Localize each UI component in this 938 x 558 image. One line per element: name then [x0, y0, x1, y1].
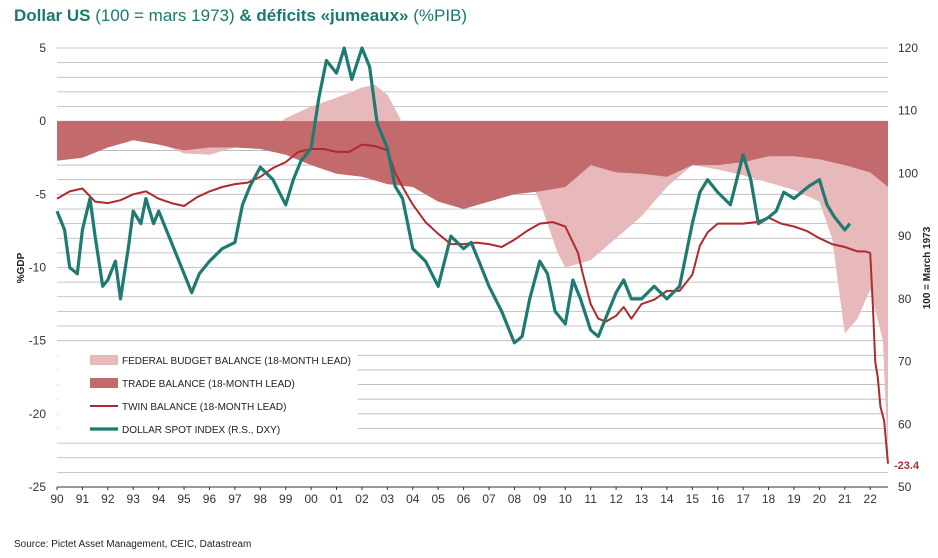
x-tick-label: 11	[584, 492, 597, 506]
legend-label: TRADE BALANCE (18-MONTH LEAD)	[122, 379, 295, 390]
x-tick-label: 03	[381, 492, 395, 506]
line-series	[55, 46, 889, 464]
x-tick-label: 98	[254, 492, 268, 506]
x-tick-label: 94	[152, 492, 166, 506]
y-tick-label: 5	[39, 41, 46, 55]
area-series	[57, 84, 888, 458]
x-tick-label: 96	[203, 492, 217, 506]
y2-tick-label: 60	[898, 417, 912, 431]
x-tick-label: 10	[559, 492, 573, 506]
x-tick-label: 17	[736, 492, 750, 506]
x-tick-label: 92	[101, 492, 115, 506]
y2-tick-label: 90	[898, 229, 912, 243]
trade-balance-area	[57, 121, 888, 209]
x-tick-label: 22	[864, 492, 878, 506]
x-tick-label: 08	[508, 492, 522, 506]
y2-tick-label: 80	[898, 292, 912, 306]
x-tick-label: 18	[762, 492, 776, 506]
y2-tick-label: 100	[898, 166, 918, 180]
title-bold-1: Dollar US	[14, 6, 91, 25]
x-tick-label: 97	[228, 492, 242, 506]
x-tick-label: 02	[355, 492, 369, 506]
y-tick-label: -10	[29, 261, 47, 275]
y-axis-label: %GDP	[16, 252, 27, 283]
title-normal-2: (%PIB)	[408, 6, 468, 25]
twin-balance-line	[56, 143, 889, 464]
legend-swatch	[90, 355, 118, 365]
x-tick-label: 12	[609, 492, 623, 506]
x-tick-label: 01	[330, 492, 344, 506]
x-tick-label: 91	[76, 492, 90, 506]
x-tick-label: 13	[635, 492, 649, 506]
dollar-index-line	[55, 46, 852, 345]
legend-label: DOLLAR SPOT INDEX (R.S., DXY)	[122, 425, 280, 436]
x-tick-label: 00	[304, 492, 318, 506]
legend: FEDERAL BUDGET BALANCE (18-MONTH LEAD) TR…	[58, 348, 358, 440]
y2-tick-label: 70	[898, 355, 912, 369]
title-bold-2: & déficits «jumeaux»	[239, 6, 409, 25]
source-note: Source: Pictet Asset Management, CEIC, D…	[14, 539, 252, 550]
legend-swatch	[90, 378, 118, 388]
y-tick-label: -15	[29, 334, 47, 348]
y2-tick-label: 50	[898, 480, 912, 494]
y-tick-label: -20	[29, 407, 47, 421]
x-tick-label: 14	[660, 492, 674, 506]
x-tick-label: 90	[50, 492, 64, 506]
y-tick-label: -5	[35, 187, 46, 201]
x-tick-label: 16	[711, 492, 725, 506]
legend-label: TWIN BALANCE (18-MONTH LEAD)	[122, 402, 286, 413]
y2-tick-label: 120	[898, 41, 918, 55]
chart-title: Dollar US (100 = mars 1973) & déficits «…	[14, 6, 467, 26]
x-tick-label: 21	[838, 492, 852, 506]
legend-label: FEDERAL BUDGET BALANCE (18-MONTH LEAD)	[122, 356, 351, 367]
y-tick-label: -25	[29, 480, 47, 494]
x-tick-label: 99	[279, 492, 293, 506]
y-tick-label: 0	[39, 114, 46, 128]
y2-axis-label: 100 = March 1973	[922, 226, 933, 309]
x-tick-label: 15	[686, 492, 700, 506]
x-tick-label: 20	[813, 492, 827, 506]
x-tick-label: 06	[457, 492, 471, 506]
x-tick-label: 04	[406, 492, 420, 506]
x-tick-label: 05	[432, 492, 446, 506]
x-tick-label: 95	[177, 492, 191, 506]
annotation-last-value: -23.4	[894, 460, 920, 472]
x-tick-label: 93	[127, 492, 141, 506]
x-tick-label: 07	[482, 492, 496, 506]
x-tick-label: 19	[787, 492, 801, 506]
x-tick-label: 09	[533, 492, 547, 506]
title-normal-1: (100 = mars 1973)	[90, 6, 240, 25]
y2-tick-label: 110	[898, 104, 917, 118]
